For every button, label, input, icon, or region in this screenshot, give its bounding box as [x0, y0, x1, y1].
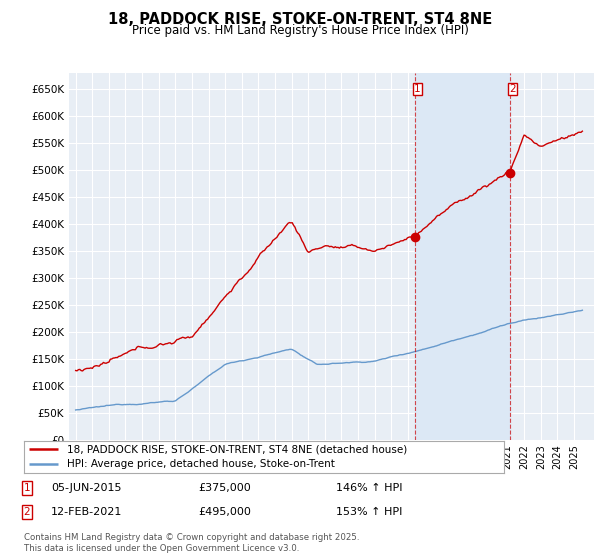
Text: 2: 2	[23, 507, 31, 517]
Text: HPI: Average price, detached house, Stoke-on-Trent: HPI: Average price, detached house, Stok…	[67, 459, 335, 469]
Text: 12-FEB-2021: 12-FEB-2021	[51, 507, 122, 517]
Text: 05-JUN-2015: 05-JUN-2015	[51, 483, 121, 493]
Text: Contains HM Land Registry data © Crown copyright and database right 2025.
This d: Contains HM Land Registry data © Crown c…	[24, 533, 359, 553]
Text: 1: 1	[414, 84, 421, 94]
Text: Price paid vs. HM Land Registry's House Price Index (HPI): Price paid vs. HM Land Registry's House …	[131, 24, 469, 36]
Bar	[415, 73, 509, 440]
Text: £375,000: £375,000	[198, 483, 251, 493]
Text: 18, PADDOCK RISE, STOKE-ON-TRENT, ST4 8NE (detached house): 18, PADDOCK RISE, STOKE-ON-TRENT, ST4 8N…	[67, 445, 407, 455]
Text: 2: 2	[509, 84, 515, 94]
Text: £495,000: £495,000	[198, 507, 251, 517]
Text: 153% ↑ HPI: 153% ↑ HPI	[336, 507, 403, 517]
Text: 18, PADDOCK RISE, STOKE-ON-TRENT, ST4 8NE: 18, PADDOCK RISE, STOKE-ON-TRENT, ST4 8N…	[108, 12, 492, 27]
Text: 1: 1	[23, 483, 31, 493]
Text: 146% ↑ HPI: 146% ↑ HPI	[336, 483, 403, 493]
